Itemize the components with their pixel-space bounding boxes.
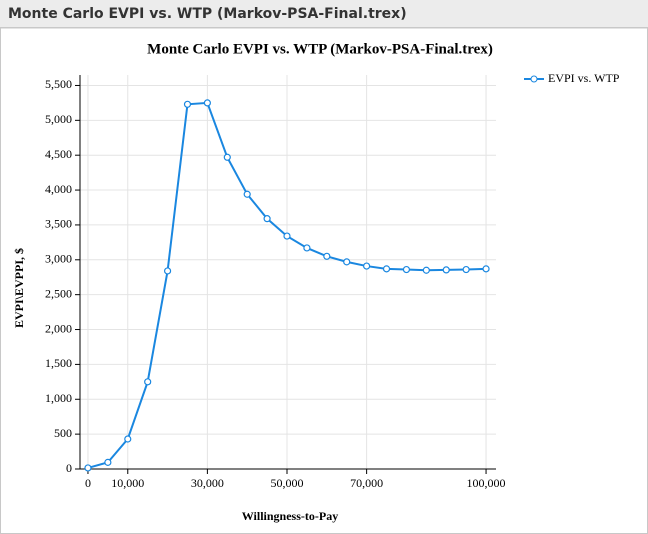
y-tick-label: 4,000	[45, 182, 72, 196]
y-tick-label: 1,500	[45, 356, 72, 370]
data-point	[482, 265, 490, 273]
x-tick-label: 70,000	[350, 476, 383, 490]
data-point	[422, 266, 430, 274]
x-tick-label: 10,000	[111, 476, 144, 490]
legend-label: EVPI vs. WTP	[548, 71, 620, 85]
y-tick-label: 5,500	[45, 77, 72, 91]
data-point	[382, 265, 391, 273]
data-point	[104, 458, 112, 466]
y-tick-label: 3,000	[45, 252, 72, 266]
y-tick-label: 0	[66, 461, 72, 475]
y-tick-label: 2,000	[45, 321, 72, 335]
x-tick-label: 100,000	[467, 476, 506, 490]
data-point	[144, 378, 152, 386]
legend-marker	[530, 75, 538, 83]
data-point	[183, 100, 192, 108]
data-point	[243, 190, 251, 198]
y-tick-label: 3,500	[45, 217, 72, 231]
data-point	[363, 262, 371, 270]
data-point	[402, 265, 411, 274]
y-tick-label: 4,500	[45, 147, 72, 161]
data-point	[323, 252, 331, 260]
data-point	[124, 435, 132, 443]
data-point	[442, 266, 450, 274]
frame	[0, 28, 648, 534]
window-title: Monte Carlo EVPI vs. WTP (Markov-PSA-Fin…	[0, 0, 648, 28]
data-point	[84, 464, 92, 472]
x-tick-label: 50,000	[271, 476, 304, 490]
data-point	[203, 99, 211, 107]
data-point	[343, 258, 351, 266]
x-axis-title: Willingness-to-Pay	[242, 509, 338, 523]
x-tick-label: 0	[85, 476, 91, 490]
chart-title: Monte Carlo EVPI vs. WTP (Markov-PSA-Fin…	[147, 41, 493, 57]
chart: Monte Carlo EVPI vs. WTP (Markov-PSA-Fin…	[0, 28, 648, 534]
y-axis-title: EVPI\EVPPI, $	[12, 248, 26, 328]
data-point	[163, 267, 172, 275]
data-point	[263, 215, 271, 223]
y-tick-label: 5,000	[45, 112, 72, 126]
y-tick-label: 1,000	[45, 391, 72, 405]
data-point	[223, 153, 231, 161]
y-tick-label: 2,500	[45, 286, 72, 300]
y-tick-label: 500	[54, 426, 72, 440]
data-point	[462, 265, 470, 274]
data-point	[283, 232, 291, 240]
x-tick-label: 30,000	[191, 476, 224, 490]
data-point	[303, 244, 311, 252]
